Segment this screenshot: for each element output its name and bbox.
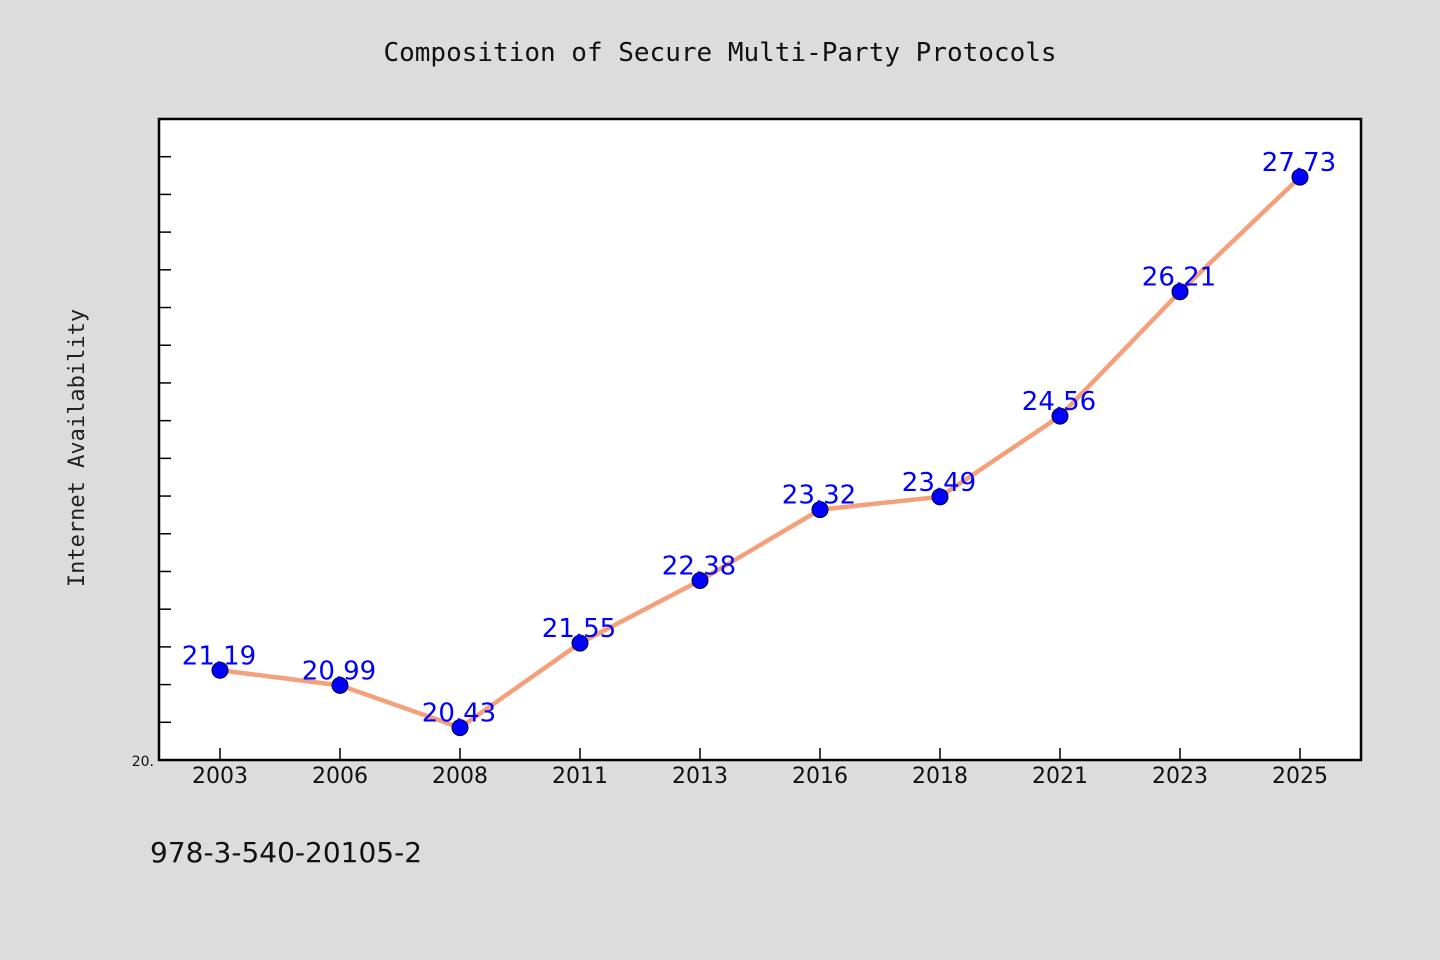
x-axis-ticks: 2003 2006 2008 2011 2013 2016 2018 2021 2023 2025: [192, 748, 1328, 789]
x-tick-label: 2011: [552, 764, 608, 789]
data-point: [691, 572, 709, 590]
y-tick-label: 20.: [132, 754, 154, 770]
series-line: [217, 174, 1303, 730]
x-tick-label: 2006: [312, 764, 368, 789]
isbn-footer: 978-3-540-20105-2: [150, 836, 422, 869]
data-point: [451, 719, 469, 737]
data-label: 23.32: [782, 481, 856, 511]
data-label: 21.55: [542, 614, 616, 644]
data-point: [1051, 407, 1069, 425]
x-tick-label: 2021: [1032, 764, 1088, 789]
y-axis-ticks: [159, 155, 171, 724]
data-point: [571, 634, 589, 652]
x-tick-label: 2025: [1272, 764, 1328, 789]
data-point: [1171, 283, 1189, 301]
plot-area: [157, 117, 1363, 762]
data-label: 22.38: [662, 552, 736, 582]
data-label: 21.19: [182, 641, 256, 671]
data-label: 24.56: [1022, 387, 1096, 417]
data-label: 20.99: [302, 656, 376, 686]
series-group: 21.19 20.99 20.43 21.55 22.38 23.32 23.49 24.56…: [182, 148, 1336, 737]
data-point: [331, 676, 349, 694]
data-label: 27.73: [1262, 148, 1336, 178]
data-point: [211, 661, 229, 679]
x-tick-label: 2008: [432, 764, 488, 789]
data-point: [1291, 168, 1309, 186]
x-tick-label: 2016: [792, 764, 848, 789]
x-tick-label: 2018: [912, 764, 968, 789]
x-tick-label: 2013: [672, 764, 728, 789]
y-axis-label: Internet Availability: [65, 309, 90, 587]
data-label: 20.43: [422, 699, 496, 729]
chart-title: Composition of Secure Multi-Party Protoc…: [383, 38, 1056, 68]
x-tick-label: 2023: [1152, 764, 1208, 789]
data-point: [811, 501, 829, 519]
data-label: 26.21: [1142, 263, 1216, 293]
data-point: [931, 488, 949, 506]
data-label: 23.49: [902, 468, 976, 498]
x-tick-label: 2003: [192, 764, 248, 789]
